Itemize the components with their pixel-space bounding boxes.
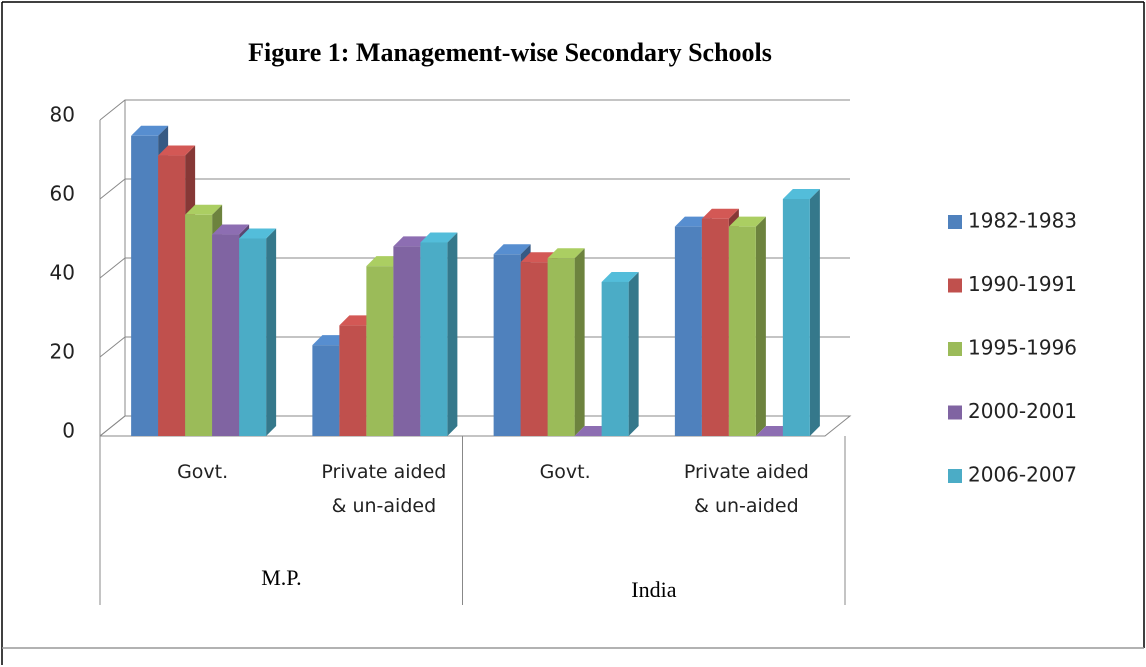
- bar: [131, 135, 159, 437]
- legend-swatch: [948, 342, 962, 356]
- bar-top: [493, 244, 531, 255]
- bar: [393, 246, 421, 436]
- group-label: India: [631, 577, 677, 602]
- bar: [239, 238, 267, 436]
- bar-top: [782, 189, 820, 199]
- bar-top: [239, 228, 277, 239]
- bar-group: [420, 232, 458, 436]
- bar: [782, 199, 810, 436]
- bar: [212, 234, 240, 436]
- y-tick-label: 60: [50, 182, 75, 206]
- bar-group: [547, 248, 585, 436]
- legend-label: 1982-1983: [968, 209, 1077, 233]
- bar: [158, 155, 186, 437]
- bar-top: [420, 232, 458, 243]
- legend-swatch: [948, 278, 962, 293]
- bar-group: [601, 271, 639, 436]
- bar: [493, 254, 521, 436]
- legend-label: 2000-2001: [968, 399, 1077, 423]
- bar-top: [728, 216, 766, 227]
- legend-label: 1990-1991: [968, 272, 1077, 296]
- legend-label: 1995-1996: [968, 336, 1077, 360]
- y-tick-label: 40: [50, 261, 75, 285]
- legend-swatch: [948, 469, 962, 483]
- y-tick-label: 20: [50, 340, 75, 364]
- bar: [312, 345, 340, 436]
- bar-top: [185, 204, 223, 215]
- chart-title: Figure 1: Management-wise Secondary Scho…: [248, 38, 772, 67]
- bar: [366, 266, 394, 436]
- grid-line: [99, 178, 850, 200]
- bar-top: [158, 145, 196, 156]
- bar-top: [547, 248, 585, 259]
- bar-group: [728, 216, 766, 436]
- legend-swatch: [948, 405, 962, 420]
- bar: [185, 214, 213, 436]
- bar: [420, 242, 448, 436]
- y-tick-label: 80: [50, 103, 75, 127]
- bar-side: [809, 189, 820, 436]
- bar: [674, 226, 702, 436]
- bar: [601, 281, 629, 436]
- group-label: M.P.: [261, 565, 302, 590]
- x-tick-label: Private aided & un-aided: [321, 461, 447, 517]
- bar-top: [131, 125, 169, 136]
- bar: [701, 218, 729, 436]
- x-tick-label: Private aided & un-aided: [683, 461, 809, 517]
- x-tick-label: Govt.: [539, 461, 591, 483]
- bar-group: [239, 228, 277, 436]
- grid-line: [99, 257, 850, 279]
- x-tick-label: Govt.: [177, 461, 229, 483]
- bar: [339, 325, 367, 436]
- legend-swatch: [948, 215, 962, 229]
- bar-side: [447, 232, 458, 436]
- bar-side: [266, 228, 277, 436]
- bar-top: [701, 208, 739, 219]
- bar-group: [782, 189, 820, 436]
- bar-top: [212, 224, 250, 235]
- bar-side: [574, 248, 585, 436]
- grid-line: [99, 99, 850, 121]
- bar: [547, 258, 575, 436]
- y-tick-label: 0: [62, 419, 75, 443]
- bar: [520, 262, 548, 436]
- bar-top: [601, 271, 639, 282]
- bar: [728, 226, 756, 436]
- legend-label: 2006-2007: [968, 463, 1077, 487]
- bar-side: [628, 271, 639, 436]
- bar-side: [755, 216, 766, 436]
